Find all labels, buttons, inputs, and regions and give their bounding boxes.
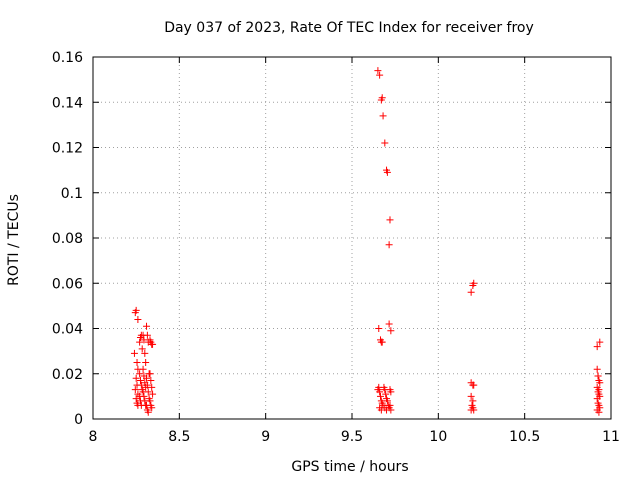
y-tick-label: 0.1	[61, 186, 83, 202]
y-tick-label: 0.08	[52, 231, 83, 247]
grid-layer	[93, 57, 611, 419]
data-point	[131, 386, 139, 394]
data-point	[376, 71, 384, 79]
data-point	[374, 67, 382, 75]
data-point	[131, 309, 139, 317]
x-tick-label: 9	[261, 429, 270, 445]
data-point	[386, 401, 394, 409]
data-point	[383, 168, 391, 176]
x-tick-label: 10.5	[509, 429, 540, 445]
data-point	[385, 320, 393, 328]
y-tick-label: 0.14	[52, 95, 83, 111]
data-point	[144, 388, 152, 396]
data-point	[376, 392, 384, 400]
x-tick-label: 8.5	[168, 429, 190, 445]
data-point	[386, 216, 394, 224]
data-point	[375, 325, 383, 332]
y-tick-label: 0.12	[52, 141, 83, 157]
x-tick-label: 9.5	[341, 429, 363, 445]
data-point	[470, 279, 478, 287]
data-point	[146, 370, 154, 378]
data-point	[595, 408, 603, 416]
x-tick-label: 11	[602, 429, 620, 445]
data-point	[148, 404, 156, 412]
data-point	[383, 397, 391, 405]
data-point	[143, 322, 151, 330]
y-tick-label: 0.04	[52, 322, 83, 338]
data-points	[130, 67, 604, 416]
y-tick-label: 0	[74, 412, 83, 428]
data-point	[141, 349, 149, 357]
data-point	[376, 388, 384, 396]
data-point	[593, 395, 601, 403]
x-tick-label: 8	[89, 429, 98, 445]
data-point	[378, 338, 386, 346]
data-point	[379, 112, 387, 120]
x-tick-label: 10	[429, 429, 447, 445]
data-point	[138, 345, 146, 353]
data-point	[467, 288, 475, 296]
data-point	[467, 392, 475, 400]
y-axis-title: ROTI / TECUs	[6, 194, 22, 286]
data-point	[378, 94, 386, 102]
data-point	[140, 392, 148, 400]
y-tick-label: 0.02	[52, 367, 83, 383]
data-point	[139, 365, 147, 373]
data-point	[143, 374, 151, 382]
data-point	[148, 383, 156, 391]
data-point	[469, 397, 477, 405]
data-point	[595, 386, 603, 394]
y-tick-label: 0.06	[52, 276, 83, 292]
data-point	[593, 343, 601, 351]
data-point	[134, 315, 142, 323]
data-point	[144, 408, 152, 416]
data-point	[594, 372, 602, 380]
data-point	[133, 358, 141, 366]
data-point	[136, 370, 144, 378]
data-point	[147, 377, 155, 385]
data-point	[593, 365, 601, 373]
data-point	[132, 374, 140, 382]
data-point	[143, 331, 151, 339]
data-point	[470, 381, 478, 389]
data-point	[136, 338, 144, 346]
data-point	[383, 406, 391, 414]
data-point	[149, 340, 157, 348]
data-point	[387, 327, 395, 335]
data-point	[385, 241, 393, 249]
data-point	[143, 381, 151, 389]
data-point	[596, 338, 604, 346]
data-point	[136, 377, 144, 385]
plot-frame	[92, 56, 612, 420]
chart-title: Day 037 of 2023, Rate Of TEC Index for r…	[164, 20, 534, 36]
y-tick-label: 0.16	[52, 50, 83, 66]
data-point	[596, 379, 604, 387]
data-point	[387, 388, 395, 396]
data-point	[149, 390, 157, 398]
data-point	[142, 358, 150, 366]
data-point	[140, 336, 148, 344]
data-point	[467, 406, 475, 414]
data-point	[382, 390, 390, 398]
data-point	[381, 139, 389, 147]
data-point	[130, 349, 138, 357]
data-point	[146, 397, 154, 405]
x-axis-title: GPS time / hours	[291, 459, 408, 475]
